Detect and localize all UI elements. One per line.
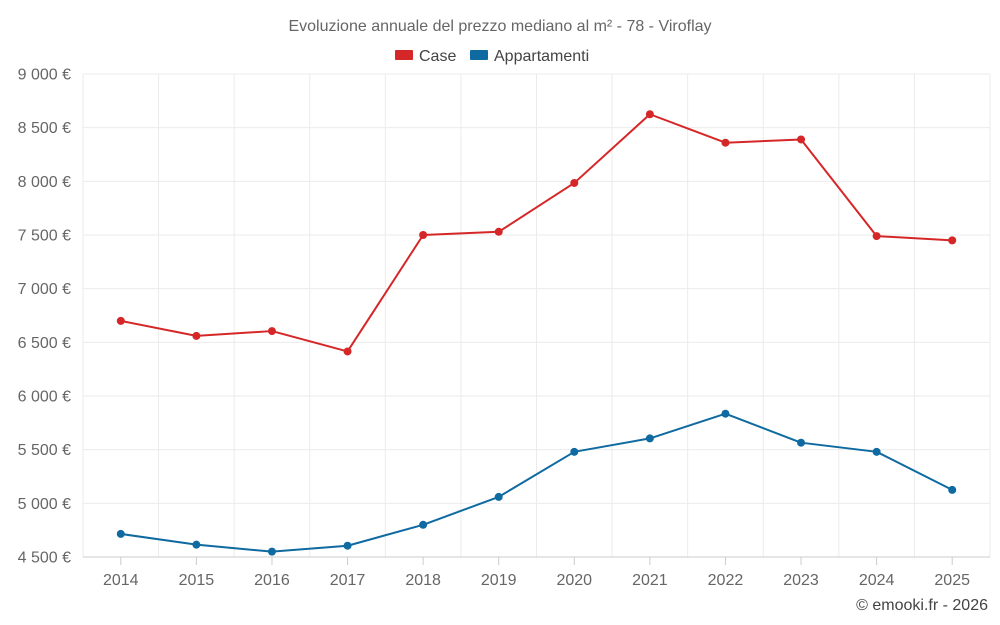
x-tick-label: 2020 [556, 572, 592, 589]
data-point[interactable] [872, 232, 881, 241]
y-tick-label: 7 500 € [18, 228, 71, 245]
data-point[interactable] [494, 227, 503, 236]
legend-swatch [470, 50, 488, 60]
grid [82, 73, 991, 558]
legend-item-appartamenti[interactable]: Appartamenti [470, 48, 589, 65]
data-point[interactable] [192, 331, 201, 340]
x-tick-label: 2025 [934, 572, 970, 589]
y-tick-label: 5 000 € [18, 496, 71, 513]
data-point[interactable] [343, 347, 352, 356]
data-point[interactable] [721, 409, 730, 418]
data-point[interactable] [267, 327, 276, 336]
data-point[interactable] [645, 110, 654, 119]
x-tick-label: 2022 [708, 572, 744, 589]
legend-label: Case [419, 48, 456, 65]
data-point[interactable] [192, 540, 201, 549]
series-case [116, 110, 957, 356]
x-tick-label: 2014 [103, 572, 139, 589]
y-tick-label: 4 500 € [18, 550, 71, 567]
series-line [120, 412, 953, 553]
data-point[interactable] [570, 447, 579, 456]
credit-text: © emooki.fr - 2026 [856, 597, 988, 614]
x-tick-label: 2019 [481, 572, 517, 589]
legend-item-case[interactable]: Case [395, 48, 456, 65]
data-point[interactable] [570, 178, 579, 187]
y-tick-label: 5 500 € [18, 442, 71, 459]
x-tick-label: 2021 [632, 572, 668, 589]
data-point[interactable] [645, 434, 654, 443]
series-line [120, 113, 953, 353]
y-tick-label: 8 000 € [18, 174, 71, 191]
data-point[interactable] [797, 438, 806, 447]
y-tick-label: 9 000 € [18, 67, 71, 84]
data-point[interactable] [116, 316, 125, 325]
y-tick-label: 6 500 € [18, 335, 71, 352]
data-point[interactable] [494, 492, 503, 501]
data-point[interactable] [948, 485, 957, 494]
x-tick-label: 2015 [179, 572, 215, 589]
legend-swatch [395, 50, 413, 60]
data-point[interactable] [721, 138, 730, 147]
data-point[interactable] [343, 541, 352, 550]
axes: 4 500 € 5 000 € 5 500 € 6 000 € 6 500 € 7 000… [18, 67, 990, 589]
x-tick-label: 2017 [330, 572, 366, 589]
x-tick-label: 2016 [254, 572, 290, 589]
x-tick-label: 2023 [783, 572, 819, 589]
data-point[interactable] [872, 447, 881, 456]
legend[interactable]: Case Appartamenti [395, 48, 589, 65]
y-tick-label: 6 000 € [18, 389, 71, 406]
data-point[interactable] [267, 547, 276, 556]
data-point[interactable] [797, 135, 806, 144]
chart-title: Evoluzione annuale del prezzo mediano al… [288, 18, 711, 35]
y-tick-label: 7 000 € [18, 281, 71, 298]
series-appartamenti [116, 409, 957, 556]
data-point[interactable] [419, 231, 428, 239]
data-point[interactable] [116, 529, 125, 538]
x-tick-label: 2018 [405, 572, 441, 589]
data-point[interactable] [419, 520, 428, 529]
x-tick-label: 2024 [859, 572, 895, 589]
y-tick-label: 8 500 € [18, 120, 71, 137]
series-layer [116, 110, 957, 556]
legend-label: Appartamenti [494, 48, 589, 65]
data-point[interactable] [948, 236, 957, 245]
